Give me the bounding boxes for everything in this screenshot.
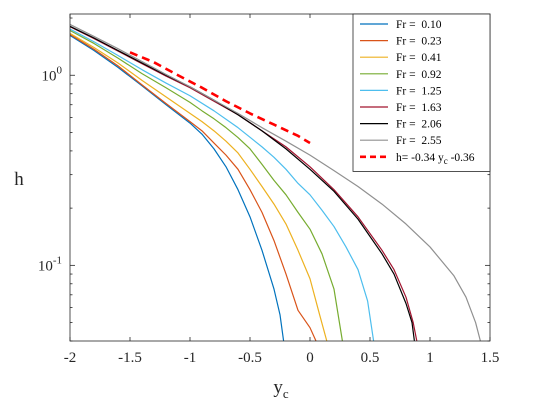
legend-entry-label: Fr = 0.23 — [396, 36, 442, 48]
x-tick-label: -1 — [184, 350, 197, 366]
series-line-5 — [70, 28, 375, 341]
x-axis-label: yc — [273, 377, 289, 401]
legend-entry-label: Fr = 0.92 — [396, 69, 442, 81]
x-tick-label: 0.5 — [361, 350, 380, 366]
x-axis-ticks: -2 -1.5 -1 -0.5 0 0.5 1 1.5 — [64, 14, 500, 366]
series-line-6 — [70, 26, 418, 341]
x-tick-label: -2 — [64, 350, 77, 366]
legend-entry-label: Fr = 1.63 — [396, 102, 442, 114]
legend-entry-label: Fr = 0.10 — [396, 19, 442, 31]
x-tick-label: 0 — [306, 350, 314, 366]
legend-entry-label: h= -0.34 yc -0.36 — [396, 152, 475, 166]
legend: Fr = 0.10 Fr = 0.23 Fr = 0.41 Fr = 0.92 Fr =… — [352, 13, 491, 172]
x-tick-label: 1 — [426, 350, 434, 366]
x-axis-label-subscript: c — [283, 386, 289, 401]
series-line-7 — [70, 25, 415, 341]
legend-entry-label: Fr = 2.55 — [396, 135, 442, 147]
y-tick-label: 100 — [42, 64, 63, 84]
legend-entry-label: Fr = 0.41 — [396, 52, 442, 64]
series-layer — [70, 23, 481, 341]
x-tick-label: -0.5 — [238, 350, 262, 366]
legend-entry-label: Fr = 2.06 — [396, 119, 442, 131]
x-tick-label: -1.5 — [118, 350, 142, 366]
series-line-3 — [70, 32, 328, 341]
series-line-2 — [70, 33, 317, 341]
plot-area-frame — [69, 13, 491, 342]
x-tick-label: 1.5 — [481, 350, 500, 366]
series-line-4 — [70, 29, 343, 341]
series-line-8 — [70, 23, 481, 341]
y-axis-label: h — [14, 169, 24, 190]
y-axis-ticks: 100 10-1 — [38, 17, 490, 342]
series-line-9 — [129, 51, 311, 145]
y-tick-label: 10-1 — [38, 254, 62, 274]
series-line-1 — [70, 34, 285, 341]
legend-entry-label: Fr = 1.25 — [396, 85, 442, 97]
